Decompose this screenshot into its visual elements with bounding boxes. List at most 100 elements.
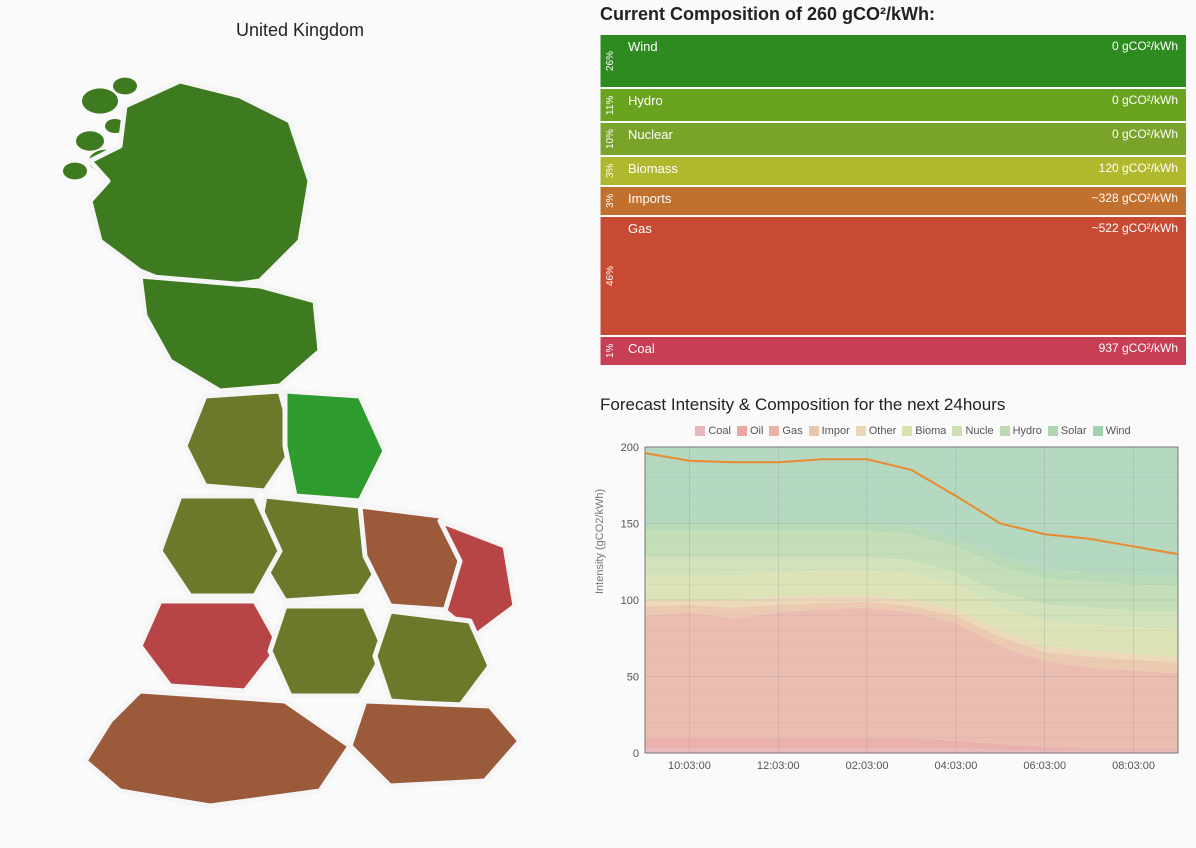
uk-map — [10, 51, 590, 821]
legend-item: Other — [856, 425, 897, 437]
legend-label: Impor — [822, 425, 850, 437]
composition-row: 26% Wind 0 gCO²/kWh — [600, 35, 1186, 87]
svg-text:08:03:00: 08:03:00 — [1112, 760, 1155, 772]
legend-label: Gas — [782, 425, 802, 437]
forecast-legend: Coal Oil Gas Impor Other Bioma Nucle Hydro Solar… — [600, 425, 1186, 437]
legend-item: Coal — [695, 425, 731, 437]
legend-label: Nucle — [965, 425, 993, 437]
comp-title-value: 260 gCO²/kWh: — [807, 4, 935, 24]
svg-text:04:03:00: 04:03:00 — [935, 760, 978, 772]
svg-text:10:03:00: 10:03:00 — [668, 760, 711, 772]
map-region-ne[interactable] — [285, 391, 385, 501]
legend-item: Solar — [1048, 425, 1087, 437]
svg-text:200: 200 — [621, 442, 639, 454]
composition-value: 937 gCO²/kWh — [1099, 341, 1178, 365]
map-panel: United Kingdom — [0, 0, 600, 848]
legend-swatch — [902, 426, 912, 436]
legend-swatch — [695, 426, 705, 436]
forecast-chart: Coal Oil Gas Impor Other Bioma Nucle Hydro Solar… — [600, 425, 1186, 786]
map-region-west-mid[interactable] — [270, 606, 385, 696]
composition-pct: 3% — [600, 187, 620, 215]
composition-row: 3% Imports ~328 gCO²/kWh — [600, 187, 1186, 215]
legend-swatch — [1000, 426, 1010, 436]
svg-text:02:03:00: 02:03:00 — [846, 760, 889, 772]
forecast-ylabel: Intensity (gCO2/kWh) — [594, 488, 606, 593]
legend-item: Oil — [737, 425, 763, 437]
legend-item: Nucle — [952, 425, 993, 437]
composition-body: Biomass 120 gCO²/kWh — [620, 157, 1186, 185]
composition-name: Nuclear — [628, 127, 673, 155]
comp-title-prefix: Current Composition of — [600, 4, 807, 24]
svg-text:0: 0 — [633, 748, 639, 760]
composition-row: 1% Coal 937 gCO²/kWh — [600, 337, 1186, 365]
composition-pct: 11% — [600, 89, 620, 121]
composition-pct: 10% — [600, 123, 620, 155]
composition-title: Current Composition of 260 gCO²/kWh: — [600, 4, 1186, 25]
legend-swatch — [1093, 426, 1103, 436]
composition-body: Coal 937 gCO²/kWh — [620, 337, 1186, 365]
map-region-scotland-n[interactable] — [90, 81, 310, 291]
composition-row: 10% Nuclear 0 gCO²/kWh — [600, 123, 1186, 155]
svg-text:50: 50 — [627, 672, 639, 684]
composition-name: Wind — [628, 39, 658, 87]
legend-item: Hydro — [1000, 425, 1042, 437]
svg-text:06:03:00: 06:03:00 — [1023, 760, 1066, 772]
map-title: United Kingdom — [10, 20, 590, 41]
composition-pct: 1% — [600, 337, 620, 365]
legend-swatch — [769, 426, 779, 436]
composition-body: Nuclear 0 gCO²/kWh — [620, 123, 1186, 155]
legend-swatch — [809, 426, 819, 436]
map-region-island[interactable] — [76, 131, 104, 151]
legend-swatch — [1048, 426, 1058, 436]
composition-pct: 3% — [600, 157, 620, 185]
composition-row: 46% Gas ~522 gCO²/kWh — [600, 217, 1186, 335]
composition-row: 11% Hydro 0 gCO²/kWh — [600, 89, 1186, 121]
map-region-island[interactable] — [82, 88, 118, 113]
composition-name: Hydro — [628, 93, 663, 121]
svg-text:12:03:00: 12:03:00 — [757, 760, 800, 772]
legend-label: Coal — [708, 425, 731, 437]
composition-list: 26%Wind0 gCO²/kWh11%Hydro0 gCO²/kWh10%Nu… — [600, 35, 1186, 365]
composition-pct: 46% — [600, 217, 620, 335]
composition-body: Hydro 0 gCO²/kWh — [620, 89, 1186, 121]
composition-name: Coal — [628, 341, 655, 365]
map-region-scotland-s[interactable] — [140, 276, 320, 391]
legend-label: Oil — [750, 425, 763, 437]
composition-pct: 26% — [600, 35, 620, 87]
svg-text:100: 100 — [621, 595, 639, 607]
legend-label: Solar — [1061, 425, 1087, 437]
legend-swatch — [737, 426, 747, 436]
legend-item: Bioma — [902, 425, 946, 437]
composition-body: Gas ~522 gCO²/kWh — [620, 217, 1186, 335]
composition-name: Biomass — [628, 161, 678, 185]
composition-body: Wind 0 gCO²/kWh — [620, 35, 1186, 87]
map-region-island[interactable] — [113, 78, 137, 95]
composition-name: Gas — [628, 221, 652, 335]
composition-row: 3% Biomass 120 gCO²/kWh — [600, 157, 1186, 185]
legend-swatch — [856, 426, 866, 436]
forecast-title: Forecast Intensity & Composition for the… — [600, 395, 1186, 415]
map-region-london[interactable] — [375, 611, 490, 706]
composition-name: Imports — [628, 191, 671, 215]
legend-item: Wind — [1093, 425, 1131, 437]
svg-text:150: 150 — [621, 519, 639, 531]
composition-value: ~522 gCO²/kWh — [1092, 221, 1178, 335]
legend-item: Impor — [809, 425, 850, 437]
legend-label: Bioma — [915, 425, 946, 437]
legend-label: Wind — [1106, 425, 1131, 437]
legend-label: Hydro — [1013, 425, 1042, 437]
composition-value: 120 gCO²/kWh — [1099, 161, 1178, 185]
composition-value: 0 gCO²/kWh — [1112, 127, 1178, 155]
legend-item: Gas — [769, 425, 802, 437]
map-region-south-east[interactable] — [350, 701, 520, 786]
composition-value: 0 gCO²/kWh — [1112, 93, 1178, 121]
map-region-south-west[interactable] — [85, 691, 350, 806]
composition-body: Imports ~328 gCO²/kWh — [620, 187, 1186, 215]
map-region-island[interactable] — [63, 163, 87, 180]
composition-value: 0 gCO²/kWh — [1112, 39, 1178, 87]
legend-swatch — [952, 426, 962, 436]
map-region-nw[interactable] — [185, 391, 295, 491]
map-region-wales-s[interactable] — [140, 601, 280, 691]
composition-value: ~328 gCO²/kWh — [1092, 191, 1178, 215]
map-region-wales-n[interactable] — [160, 496, 280, 596]
